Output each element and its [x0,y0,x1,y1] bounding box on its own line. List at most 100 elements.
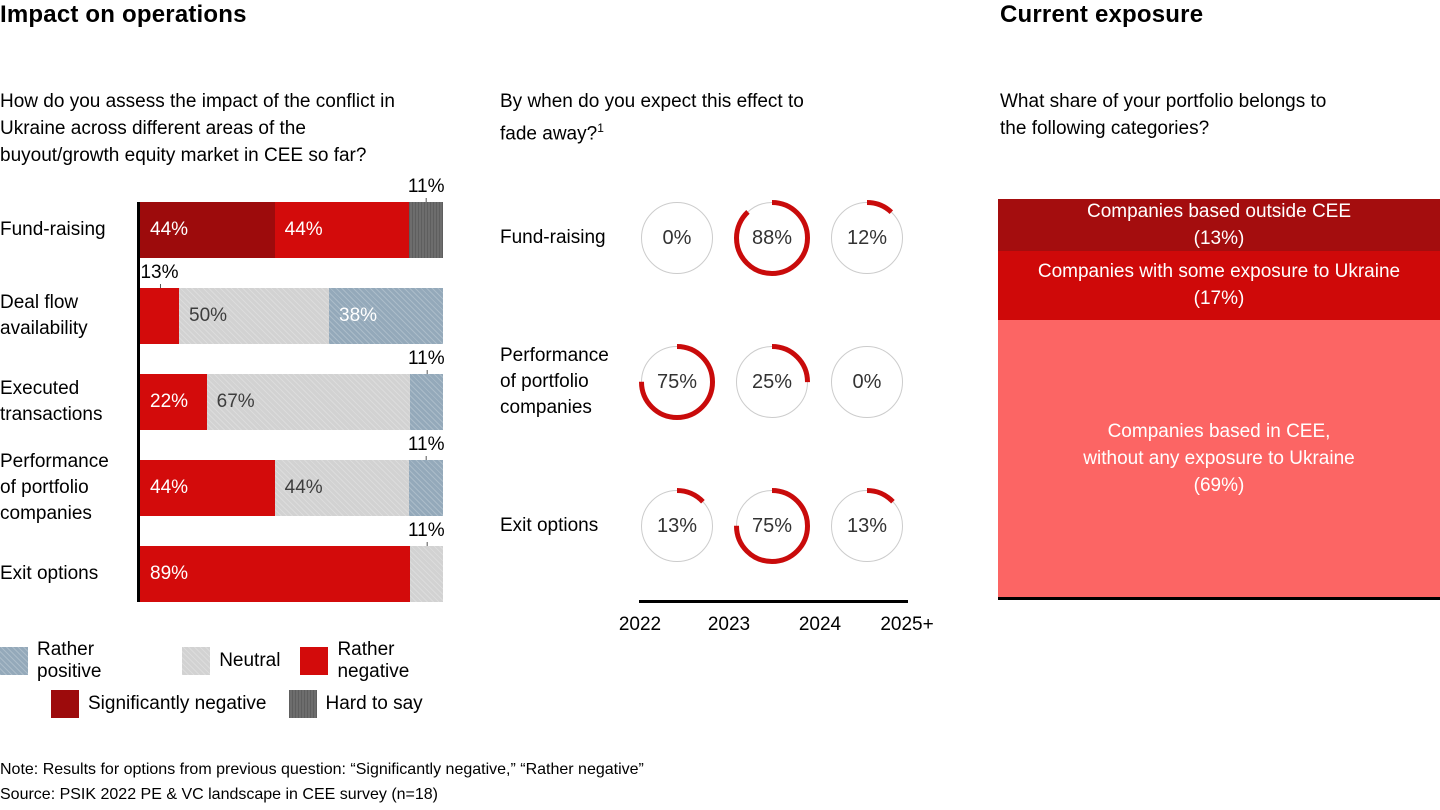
bar-segment-rather_positive [409,460,443,516]
bar-value-label: 44% [150,477,189,498]
fade-away-panel: By when do you expect this effect to fad… [500,0,960,810]
exposure-segment-label: (69%) [1193,474,1245,496]
panel-title-impact: Impact on operations [0,1,247,28]
bar-row: Performance of portfolio companies 44% 44%… [0,434,444,524]
donut-circle: 0% [829,344,905,420]
legend-swatch-hard-to-say [288,690,317,718]
donut-value-label: 0% [852,370,882,393]
bar-segment-neutral: 44% [274,460,410,516]
exposure-segment-label: (13%) [1193,228,1245,250]
impact-question: How do you assess the impact of the conf… [0,91,395,166]
donut-circle: 0% [639,200,715,276]
legend-item-rather-positive: Rather positive [0,639,162,683]
x-axis-label-2025plus: 2025+ [880,614,934,635]
donut-value-label: 13% [846,514,888,537]
donut-ring [641,202,713,274]
donut-circle: 75% [639,344,715,420]
legend-swatch-rather-positive [0,647,28,675]
bar-segment-rather_negative: 44% [140,460,275,516]
x-axis-label-2023: 2023 [707,614,751,635]
donut-rows: Fund-raising 0% 88% 12% Performance of portf… [500,200,905,632]
donut-value-label: 25% [751,370,793,393]
legend-row-1: Rather positive Neutral Rather negative [0,639,470,682]
bar-segment-neutral [409,546,443,602]
legend-label: Rather positive [37,639,102,682]
fade-away-question-text: By when do you expect this effect to fad… [500,91,804,145]
donut-circles: 13% 75% 13% [639,488,905,564]
bar-segment-neutral: 50% [179,288,329,344]
donut-circle: 13% [639,488,715,564]
legend-item-hard-to-say: Hard to say [288,690,423,718]
footer-note: Note: Results for options from previous … [0,761,644,778]
bar-row: Deal flow availability 13% 50% 38% [0,262,443,344]
donut-ring [639,488,715,564]
donut-circles: 0% 88% 12% [639,200,905,276]
bar-rows: Fund-raising 44% 44% 11% Deal flow availabil… [0,176,445,632]
legend-swatch-significantly-negative [51,690,79,718]
legend-label: Hard to say [325,693,423,714]
donut-value-label: 12% [846,226,888,249]
bar-segment-rather_negative: 22% [140,374,207,430]
bar-value-label: 44% [150,219,189,240]
bar-segment-rather_negative: 89% [140,546,410,602]
chart-legend: Rather positive Neutral Rather negative … [0,639,470,718]
fade-away-question: By when do you expect this effect to fad… [500,88,845,147]
x-axis-label-2024: 2024 [798,614,842,635]
bar-value-label: 89% [150,563,189,584]
bar-segment-rather_negative: 44% [274,202,410,258]
impact-bar-chart: Fund-raising 44% 44% 11% Deal flow availabil… [0,176,445,602]
footnote-marker: 1 [597,121,604,135]
donut-row: Performance of portfolio companies 75% 25%… [500,344,905,420]
bar-segment-rather_negative [140,288,179,344]
bar-area: 13% 50% 38% [140,262,443,344]
footer-source: Source: PSIK 2022 PE & VC landscape in C… [0,786,439,803]
bar-category-label: Exit options [0,563,99,584]
bar-category-label: Performance of portfolio companies [0,451,109,524]
exposure-stacked-chart: Companies based outside CEE (13%) Companie… [998,199,1440,600]
donut-ring [734,488,810,564]
donut-row: Exit options 13% 75% 13% [500,488,905,564]
donut-circle: 25% [734,344,810,420]
donut-ring [734,200,810,276]
bar-value-label: 44% [284,219,323,240]
bar-value-label-above: 11% [408,520,445,547]
donut-circles: 75% 25% 0% [639,344,905,420]
legend-swatch-rather-negative [300,647,329,675]
legend-item-rather-negative: Rather negative [300,639,470,683]
legend-item-neutral: Neutral [182,647,280,675]
bar-area: 44% 44% 11% [140,434,444,516]
bar-category-label: Deal flow availability [0,292,88,339]
legend-swatch-neutral [182,647,211,675]
donut-value-label: 88% [751,226,793,249]
donut-value-label: 75% [751,514,793,537]
bar-value-label-above: 11% [407,176,445,203]
donut-circle: 12% [829,200,905,276]
bar-row: Exit options 89% 11% [0,520,445,602]
bar-segment-rather_positive [409,374,443,430]
bar-value-label: 50% [189,305,228,326]
exposure-segment-some_exposure: Companies with some exposure to Ukraine (… [998,251,1440,320]
bar-area: 89% 11% [140,520,445,602]
donut-circle: 75% [734,488,810,564]
legend-label: Neutral [219,650,281,671]
bar-value-label-above: 11% [407,434,445,461]
impact-on-operations-panel: Impact on operations How do you assess t… [0,0,470,810]
legend-row-2: Significantly negative Hard to say [51,690,470,718]
exposure-segment-label: Companies based outside CEE [1086,201,1352,223]
bar-area: 22% 67% 11% [140,348,445,430]
bar-value-label-above: 11% [408,348,445,375]
donut-ring [829,488,905,564]
donut-row: Fund-raising 0% 88% 12% [500,200,905,276]
legend-label: Significantly negative [88,693,267,714]
donut-ring [639,344,715,420]
donut-value-label: 0% [662,226,692,249]
current-exposure-panel: Current exposure What share of your port… [998,0,1440,810]
donut-row-label: Performance of portfolio companies [500,345,609,418]
bar-segment-neutral: 67% [206,374,410,430]
legend-label: Rather negative [337,639,410,682]
exposure-segment-label: without any exposure to Ukraine [1083,447,1355,469]
legend-item-significantly-negative: Significantly negative [51,690,267,718]
bar-row: Executed transactions 22% 67% 11% [0,348,445,430]
donut-value-label: 13% [656,514,698,537]
